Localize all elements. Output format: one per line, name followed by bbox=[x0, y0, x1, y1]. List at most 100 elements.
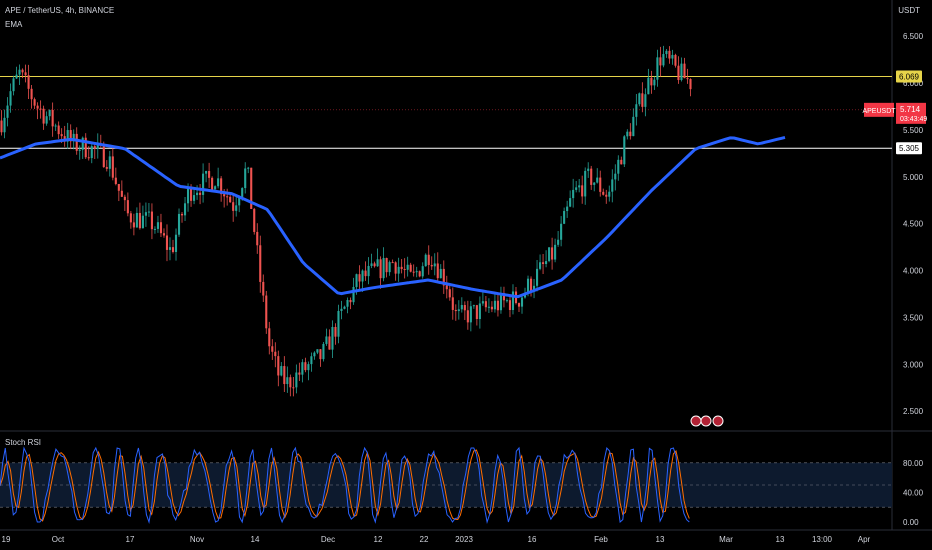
candle bbox=[168, 237, 172, 261]
candle bbox=[364, 261, 367, 281]
candle bbox=[394, 261, 397, 281]
candle bbox=[217, 167, 220, 189]
candle bbox=[36, 102, 39, 120]
candle bbox=[617, 155, 620, 181]
symbol-label: APEUSDT bbox=[862, 108, 896, 115]
candle bbox=[379, 256, 382, 289]
candle bbox=[177, 208, 181, 237]
candle bbox=[325, 328, 328, 346]
candle bbox=[334, 323, 337, 345]
candle bbox=[490, 301, 493, 313]
candle bbox=[226, 188, 229, 206]
candle bbox=[445, 275, 448, 299]
candle bbox=[632, 108, 635, 137]
candle bbox=[659, 46, 662, 77]
candle bbox=[656, 49, 659, 87]
candle bbox=[331, 320, 334, 359]
candle bbox=[301, 359, 304, 383]
stoch-tick-label: 40.00 bbox=[903, 488, 924, 497]
candle bbox=[39, 100, 42, 119]
symbol-tag bbox=[864, 102, 894, 117]
candle bbox=[9, 83, 12, 113]
candle bbox=[340, 300, 343, 320]
candle bbox=[138, 202, 141, 230]
time-tick-label: Feb bbox=[594, 535, 608, 544]
candle bbox=[575, 180, 578, 193]
candle bbox=[478, 296, 481, 329]
candle bbox=[520, 296, 524, 314]
candle bbox=[262, 274, 265, 302]
candle bbox=[87, 146, 90, 161]
candle bbox=[211, 176, 214, 191]
stoch-rsi-legend[interactable]: Stoch RSI bbox=[5, 438, 42, 447]
candle bbox=[123, 194, 126, 212]
candle bbox=[418, 270, 421, 278]
candle bbox=[69, 124, 72, 150]
candle bbox=[12, 75, 15, 96]
candle bbox=[502, 286, 506, 308]
candles bbox=[0, 45, 692, 397]
candle bbox=[220, 176, 223, 202]
candle bbox=[214, 185, 217, 190]
candle bbox=[439, 264, 442, 279]
candle bbox=[96, 133, 99, 159]
chart-title[interactable]: APE / TetherUS, 4h, BINANCE bbox=[5, 6, 115, 15]
stoch-tick-label: 0.00 bbox=[903, 518, 919, 527]
candle bbox=[205, 170, 208, 183]
candle bbox=[587, 162, 590, 178]
candle bbox=[403, 258, 406, 279]
ema-legend[interactable]: EMA bbox=[5, 20, 23, 29]
candle bbox=[373, 261, 376, 268]
candle bbox=[572, 178, 575, 208]
candle bbox=[683, 57, 686, 79]
candle bbox=[307, 361, 310, 381]
candle bbox=[120, 180, 123, 198]
candle bbox=[147, 202, 150, 217]
candle bbox=[3, 109, 6, 139]
candle bbox=[481, 292, 484, 306]
candle bbox=[653, 76, 656, 90]
candle bbox=[30, 85, 33, 109]
candle bbox=[469, 301, 472, 332]
candle bbox=[33, 97, 36, 109]
candle bbox=[171, 239, 175, 254]
time-tick-label: 16 bbox=[528, 535, 537, 544]
candle bbox=[596, 168, 599, 184]
candle bbox=[638, 92, 641, 107]
candle bbox=[349, 297, 352, 310]
candle bbox=[310, 352, 313, 372]
candle bbox=[54, 123, 57, 131]
last-price-label: 5.714 bbox=[900, 105, 921, 114]
time-tick-label: Nov bbox=[190, 535, 204, 544]
time-tick-label: Dec bbox=[321, 535, 335, 544]
last-price-tag bbox=[896, 102, 926, 124]
stoch-tick-label: 80.00 bbox=[903, 459, 924, 468]
candle bbox=[647, 68, 650, 95]
candle bbox=[680, 57, 683, 82]
candle bbox=[183, 196, 187, 222]
candle bbox=[397, 257, 400, 282]
candle bbox=[430, 256, 433, 270]
candle bbox=[313, 351, 316, 360]
candle bbox=[412, 264, 415, 277]
candle bbox=[24, 64, 27, 83]
candle bbox=[346, 297, 349, 314]
candle bbox=[105, 160, 108, 172]
ema-line bbox=[0, 135, 786, 299]
candle bbox=[63, 125, 66, 147]
candle bbox=[584, 167, 587, 205]
candle bbox=[117, 183, 120, 202]
time-tick-label: 12 bbox=[374, 535, 383, 544]
candle bbox=[511, 284, 515, 315]
candle bbox=[18, 64, 21, 86]
candle bbox=[599, 170, 602, 197]
candle bbox=[292, 376, 295, 397]
candle bbox=[433, 253, 436, 276]
candle bbox=[337, 304, 340, 344]
candle bbox=[271, 339, 274, 360]
candle bbox=[232, 193, 235, 222]
candle bbox=[614, 164, 617, 191]
candle bbox=[126, 192, 129, 217]
candle bbox=[593, 182, 596, 192]
